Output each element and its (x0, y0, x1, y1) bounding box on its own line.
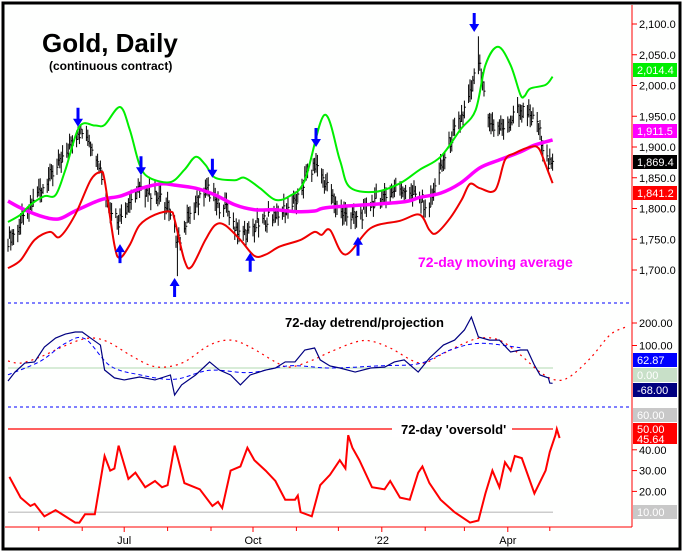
ma-annotation: 72-day moving average (418, 254, 573, 270)
oversold-title: 72-day 'oversold' (401, 422, 506, 437)
projection-line (7, 326, 626, 381)
y-tick-label: 2,050.0 (639, 50, 676, 62)
axes: 2,100.0 2,050.0 2,000.0 1,950.0 1,900.0 1,850… (5, 5, 676, 547)
x-tick-label: Oct (244, 535, 261, 547)
svg-text:60.00: 60.00 (637, 410, 665, 422)
price-panel (7, 12, 555, 297)
close-value-box: 1,869.4 (633, 155, 677, 169)
lower-band-line (7, 145, 554, 270)
detrend-line (7, 315, 553, 397)
svg-text:0.00: 0.00 (637, 370, 658, 382)
svg-text:50.00: 50.00 (637, 424, 665, 436)
arrow-down-icon (469, 12, 480, 32)
arrow-up-icon (169, 277, 180, 297)
y-tick-label: 1,750.0 (639, 234, 676, 246)
y-tick-label: 1,850.0 (639, 173, 676, 185)
detrend-smoothed-line (7, 336, 521, 380)
arrow-down-icon (207, 158, 218, 178)
y-tick-label: 1,700.0 (639, 265, 676, 277)
upper-band-line (7, 45, 554, 223)
chart-subtitle: (continuous contract) (49, 59, 172, 73)
y-tick-label: 1,900.0 (639, 142, 676, 154)
arrow-down-icon (311, 128, 321, 147)
detrend-value-box: -68.00 (633, 383, 677, 397)
svg-text:2,014.4: 2,014.4 (637, 65, 674, 77)
y-tick-label: 200.00 (639, 318, 673, 330)
upper-value-box: 2,014.4 (633, 63, 677, 77)
projection-value-box: 62.87 (633, 353, 677, 367)
arrow-down-icon (136, 156, 146, 176)
y-tick-label: 100.00 (639, 341, 673, 353)
x-tick-label: '22 (375, 535, 389, 547)
arrow-down-icon (73, 107, 83, 127)
lower-value-box: 1,841.2 (633, 186, 677, 200)
arrow-up-icon (115, 244, 125, 264)
oscillator-value-box: 50.00 45.64 (633, 423, 677, 446)
chart-title: Gold, Daily (42, 28, 178, 58)
y-tick-label: 20.00 (639, 486, 667, 498)
svg-text:10.00: 10.00 (637, 507, 665, 519)
svg-text:-68.00: -68.00 (637, 385, 668, 397)
zero-value-box: 0.00 (633, 368, 677, 382)
detrend-title: 72-day detrend/projection (285, 315, 444, 330)
svg-text:62.87: 62.87 (637, 355, 665, 367)
y-tick-label: 2,100.0 (639, 19, 676, 31)
arrow-up-icon (353, 236, 363, 256)
y-tick-label: 1,950.0 (639, 111, 676, 123)
svg-text:1,911.5: 1,911.5 (637, 126, 673, 138)
oversold-title-bg (392, 421, 512, 437)
svg-text:1,869.4: 1,869.4 (637, 157, 674, 169)
lower-ref-value-box: 10.00 (633, 505, 677, 519)
y-tick-label: 40.00 (639, 445, 667, 457)
y-tick-label: 30.00 (639, 466, 667, 478)
y-tick-label: 2,000.0 (639, 81, 676, 93)
upper-ref-value-box: 60.00 (633, 408, 677, 422)
y-tick-label: 1,800.0 (639, 204, 676, 216)
ma-value-box: 1,911.5 (633, 124, 677, 138)
arrow-up-icon (245, 252, 256, 272)
x-tick-label: Jul (117, 535, 131, 547)
x-tick-label: Apr (499, 535, 516, 547)
detrend-panel (7, 315, 626, 397)
svg-text:1,841.2: 1,841.2 (637, 188, 674, 200)
moving-average-line (7, 138, 554, 221)
svg-text:45.64: 45.64 (637, 434, 665, 446)
oscillator-line (8, 425, 561, 524)
